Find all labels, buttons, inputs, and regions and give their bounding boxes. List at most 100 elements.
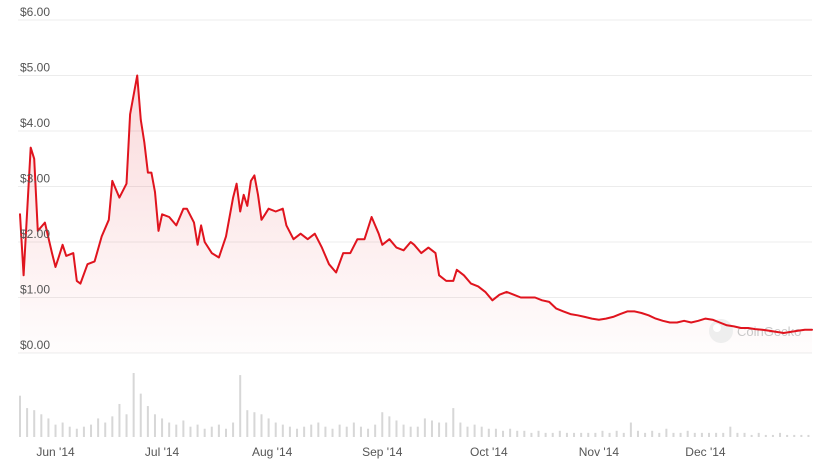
price-area: [20, 75, 812, 353]
volume-bar: [90, 424, 93, 437]
volume-bar: [367, 428, 370, 437]
volume-bar: [480, 426, 483, 437]
y-tick-label: $4.00: [20, 116, 50, 130]
volume-bar: [239, 375, 242, 437]
volume-bar: [196, 424, 199, 437]
volume-bar: [715, 432, 718, 437]
volume-bar: [551, 432, 554, 437]
volume-bar: [537, 430, 540, 437]
volume-bar: [736, 432, 739, 437]
volume-bar: [26, 408, 29, 437]
volume-bar: [281, 424, 284, 437]
volume-bar: [381, 412, 384, 437]
volume-bar: [303, 426, 306, 437]
volume-bar: [288, 426, 291, 437]
volume-bar: [608, 432, 611, 437]
price-area-fill: [20, 75, 812, 353]
volume-bar: [75, 428, 78, 437]
volume-bar: [786, 434, 789, 437]
volume-bar: [111, 416, 114, 437]
volume-bar: [40, 414, 43, 437]
volume-bar: [161, 418, 164, 437]
volume-bar: [757, 432, 760, 437]
x-tick-label: Oct '14: [470, 445, 508, 459]
y-tick-label: $5.00: [20, 61, 50, 75]
volume-bar: [253, 412, 256, 437]
volume-bar: [473, 424, 476, 437]
volume-bar: [544, 432, 547, 437]
volume-bar: [487, 428, 490, 437]
y-tick-label: $6.00: [20, 5, 50, 19]
volume-bar: [615, 430, 618, 437]
volume-bar: [352, 422, 355, 437]
volume-bar: [708, 432, 711, 437]
volume-bar: [636, 430, 639, 437]
volume-bar: [345, 426, 348, 437]
volume-bar: [324, 426, 327, 437]
volume-bar: [565, 432, 568, 437]
volume-bar: [118, 403, 121, 437]
volume-bars: [19, 373, 810, 437]
volume-bar: [764, 434, 767, 437]
volume-bar: [558, 430, 561, 437]
volume-bar: [679, 432, 682, 437]
watermark-logo-eye: [713, 324, 721, 332]
volume-bar: [19, 395, 21, 437]
volume-bar: [267, 418, 270, 437]
x-tick-label: Jun '14: [36, 445, 75, 459]
volume-bar: [658, 432, 661, 437]
volume-bar: [779, 432, 782, 437]
volume-bar: [807, 434, 810, 437]
volume-bar: [296, 428, 299, 437]
x-tick-label: Jul '14: [145, 445, 180, 459]
volume-bar: [146, 406, 149, 437]
volume-bar: [132, 373, 135, 437]
volume-bar: [509, 428, 512, 437]
volume-bar: [203, 428, 206, 437]
volume-bar: [54, 424, 57, 437]
volume-bar: [750, 434, 753, 437]
volume-bar: [494, 428, 497, 437]
volume-bar: [175, 424, 178, 437]
volume-bar: [459, 422, 462, 437]
volume-bar: [317, 422, 320, 437]
volume-bar: [104, 422, 107, 437]
x-tick-label: Sep '14: [362, 445, 403, 459]
volume-bar: [693, 432, 696, 437]
x-tick-label: Nov '14: [579, 445, 620, 459]
volume-bar: [771, 434, 774, 437]
volume-bar: [246, 410, 249, 437]
volume-bar: [580, 432, 583, 437]
volume-bar: [722, 432, 725, 437]
volume-bar: [232, 422, 235, 437]
y-axis: $0.00 $1.00 $2.00 $3.00 $4.00 $5.00 $6.00: [20, 5, 50, 352]
volume-bar: [217, 424, 220, 437]
volume-bar: [260, 414, 263, 437]
volume-bar: [182, 420, 185, 437]
volume-bar: [359, 426, 362, 437]
price-line-group: [19, 74, 813, 334]
volume-bar: [97, 418, 100, 437]
volume-bar: [416, 426, 419, 437]
volume-bar: [402, 424, 405, 437]
volume-bar: [629, 422, 632, 437]
volume-bar: [374, 424, 377, 437]
volume-bar: [430, 420, 433, 437]
volume-bar: [601, 430, 604, 437]
volume-bar: [423, 418, 426, 437]
volume-bar: [516, 430, 519, 437]
volume-bar: [168, 422, 171, 437]
volume-bar: [587, 432, 590, 437]
y-tick-label: $1.00: [20, 283, 50, 297]
volume-bar: [61, 422, 64, 437]
volume-bar: [139, 393, 142, 437]
volume-bar: [409, 426, 412, 437]
volume-bar: [523, 430, 526, 437]
volume-bar: [729, 426, 732, 437]
volume-bar: [793, 434, 796, 437]
volume-bar: [310, 424, 313, 437]
volume-bar: [189, 426, 192, 437]
volume-bar: [622, 432, 625, 437]
price-line: [19, 74, 813, 334]
